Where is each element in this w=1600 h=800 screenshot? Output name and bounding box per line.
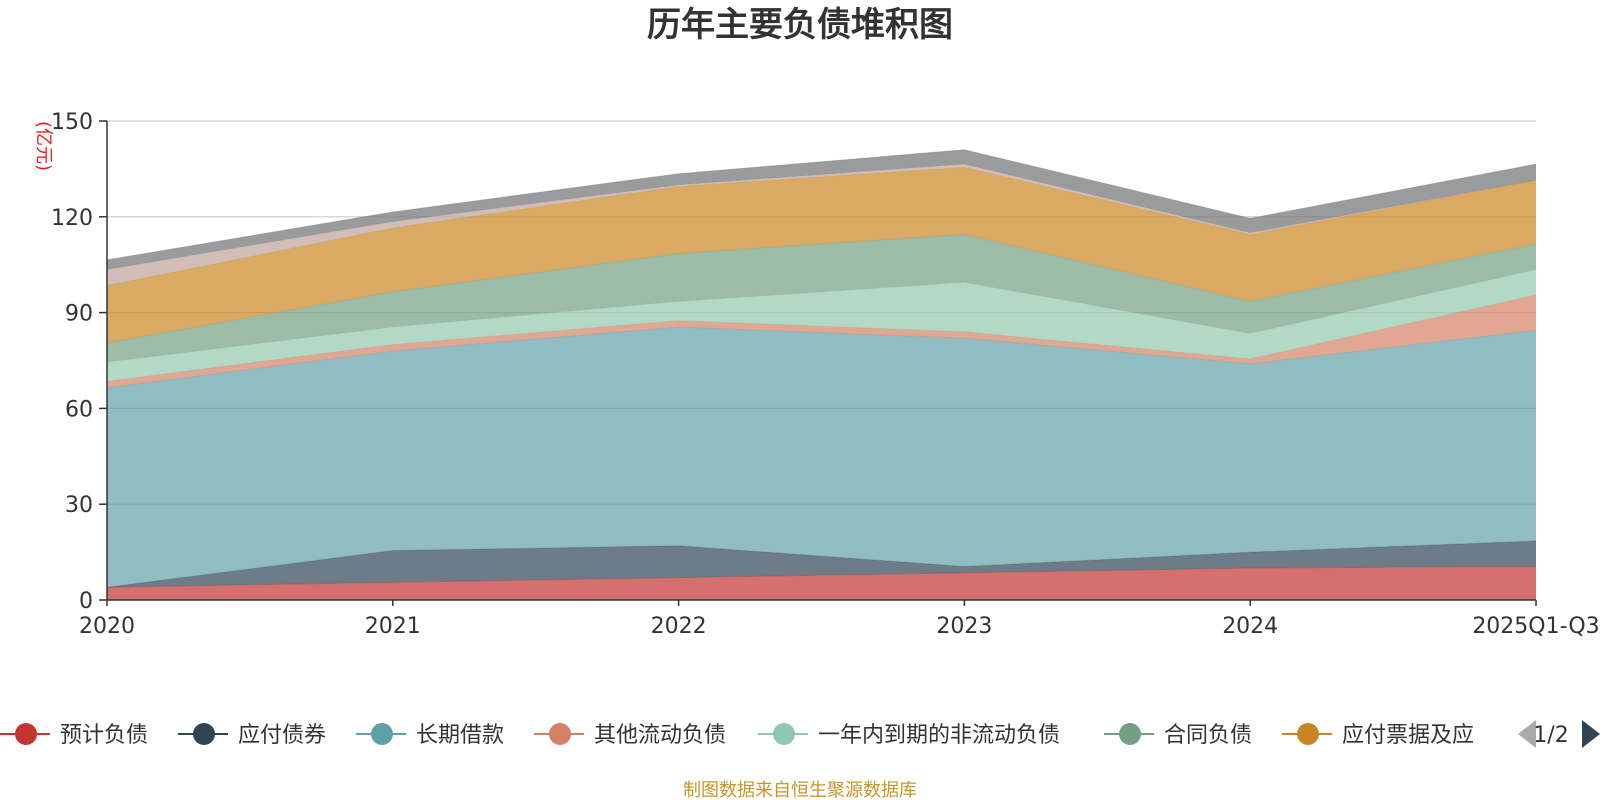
x-tick-label: 2023 — [936, 614, 992, 639]
legend-item[interactable]: 长期借款 — [356, 723, 504, 748]
area-6 — [107, 234, 1536, 363]
y-tick-label: 120 — [51, 206, 93, 231]
legend: 预计负债 应付债券 长期借款 其他流动负债 一年内到期的非流动负债 合同负债 应付票据及应 — [0, 723, 1474, 748]
area-edge-5 — [106, 269, 1537, 363]
legend-marker-icon — [549, 723, 571, 745]
legend-marker-icon — [193, 723, 215, 745]
x-tick-label: 2021 — [365, 614, 421, 639]
legend-item[interactable]: 应付债券 — [178, 723, 326, 748]
y-axis-label: (亿元) — [33, 121, 54, 171]
legend-label: 应付票据及应 — [1342, 723, 1474, 748]
legend-item[interactable]: 预计负债 — [0, 723, 148, 748]
y-tick-label: 30 — [65, 493, 93, 518]
data-source-note: 制图数据来自恒生聚源数据库 — [683, 780, 917, 800]
legend-label: 一年内到期的非流动负债 — [818, 723, 1060, 748]
legend-item[interactable]: 其他流动负债 — [534, 723, 726, 748]
legend-item[interactable]: 应付票据及应 — [1282, 723, 1474, 748]
legend-label: 应付债券 — [238, 723, 326, 748]
legend-next-icon[interactable] — [1582, 720, 1600, 748]
y-tick-label: 150 — [51, 110, 93, 135]
area-series — [106, 149, 1537, 600]
y-tick-label: 90 — [65, 302, 93, 327]
legend-marker-icon — [15, 723, 37, 745]
area-edge-9 — [106, 149, 1537, 261]
legend-marker-icon — [773, 723, 795, 745]
y-tick-label: 60 — [65, 397, 93, 422]
legend-label: 预计负债 — [60, 723, 148, 748]
area-3 — [107, 327, 1536, 588]
x-tick-label: 2024 — [1222, 614, 1278, 639]
area-1 — [107, 566, 1536, 600]
legend-item[interactable]: 一年内到期的非流动负债 — [758, 723, 1060, 748]
legend-label: 其他流动负债 — [594, 723, 726, 748]
x-tick-label: 2025Q1-Q3 — [1472, 614, 1599, 639]
area-5 — [107, 269, 1536, 382]
area-8 — [107, 164, 1536, 286]
legend-item[interactable]: 合同负债 — [1104, 723, 1252, 748]
legend-prev-icon[interactable] — [1518, 720, 1536, 748]
y-tick-label: 0 — [79, 589, 93, 614]
area-9 — [107, 149, 1536, 270]
axes: 0 30 60 90 120 150 2020 2021 2022 2023 2024 2025Q1-… — [51, 110, 1600, 639]
legend-marker-icon — [1297, 723, 1319, 745]
x-tick-label: 2020 — [79, 614, 135, 639]
area-2 — [107, 540, 1536, 588]
legend-marker-icon — [371, 723, 393, 745]
legend-page-indicator: 1/2 — [1533, 723, 1568, 748]
legend-pager: 1/2 — [1518, 720, 1600, 748]
area-7 — [107, 167, 1536, 343]
legend-marker-icon — [1119, 723, 1141, 745]
legend-label: 长期借款 — [416, 723, 504, 748]
legend-label: 合同负债 — [1164, 723, 1252, 748]
chart-title: 历年主要负债堆积图 — [647, 5, 953, 45]
x-tick-label: 2022 — [651, 614, 707, 639]
